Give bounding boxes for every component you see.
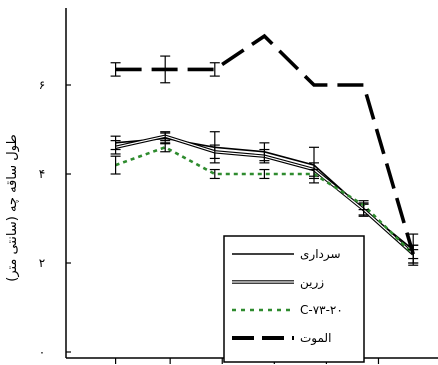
legend-label-0: سرداری (300, 247, 341, 262)
legend-label-3: الموت (300, 331, 331, 346)
y-tick-label-1: ۲ (39, 256, 45, 270)
legend-box (223, 235, 365, 363)
y-tick-label-2: ۴ (39, 167, 45, 181)
legend-label-2: C-۷۳-۲۰ (300, 303, 343, 317)
y-tick-label-3: ۶ (39, 78, 45, 92)
legend-label-1: زرین (300, 275, 324, 290)
plot-area: ۰ ۲ ۴ ۶ (39, 8, 438, 364)
y-axis-label: طول ساقه چه (سانتی متر) (5, 134, 20, 282)
legend: سرداری زرین C-۷۳-۲۰ الموت (223, 235, 365, 363)
y-tick-label-0: ۰ (39, 345, 45, 359)
